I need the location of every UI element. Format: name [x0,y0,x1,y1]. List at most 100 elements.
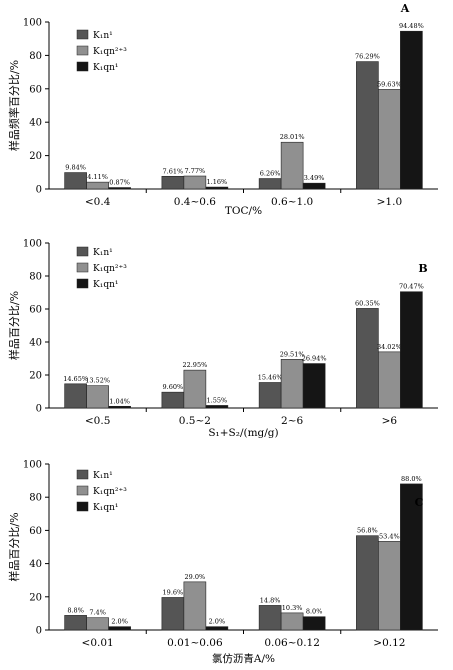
bar [205,405,229,409]
data-label: 14.8% [260,596,281,604]
data-label: 2.0% [209,618,226,626]
legend-label: K₁qn²⁺³ [93,47,127,57]
legend-label: K₁n¹ [93,471,113,481]
bar [378,351,401,409]
x-axis-title: 氯仿沥青A/% [212,652,275,665]
y-tick-label: 60 [29,526,42,537]
data-label: 8.0% [306,608,323,616]
legend-swatch [76,45,89,56]
legend-label: K₁n¹ [93,248,113,258]
legend-swatch [76,501,89,512]
bar [64,615,87,631]
chart-panel-A: 0 20 40 60 80 100 <0.4 9.84%4.11%0.87% 0.4~0.6 7.… [7,2,438,217]
legend-swatch [76,246,89,257]
bar [161,175,185,190]
bar [161,391,185,409]
data-label: 26.94% [302,355,327,363]
x-category-label: <0.01 [82,637,114,649]
x-category-label: <0.4 [85,196,111,208]
x-category-label: 0.6~1.0 [271,196,313,208]
bar [302,363,326,409]
data-label: 88.0% [401,475,422,483]
data-label: 60.35% [355,299,380,307]
x-category-label: <0.5 [85,415,111,427]
chart-panel-C: 0 20 40 60 80 100 <0.01 8.8% 7.4% 2.0% 0.01~0.06 19… [7,460,438,665]
chart-panel-B: 0 20 40 60 80 100 <0.5 14.65%13.52% 1.04% 0.5~2 9.… [7,239,438,439]
legend-label: K₁qn²⁺³ [93,487,127,497]
bar [400,483,423,631]
y-tick-label: 40 [29,338,42,349]
legend-label: K₁qn¹ [93,63,119,73]
bar [86,617,109,631]
x-category-label: 2~6 [281,415,303,427]
x-category-label: 0.4~0.6 [174,196,217,208]
x-category-label: >6 [382,415,398,427]
data-label: 7.77% [185,167,206,175]
legend-label: K₁qn²⁺³ [93,264,127,274]
data-label: 56.8% [357,527,378,535]
legend-label: K₁n¹ [93,31,113,41]
data-label: 1.16% [207,178,228,186]
data-label: 10.3% [282,604,303,612]
bar [356,308,379,409]
y-tick-label: 20 [29,592,42,603]
data-label: 28.01% [280,133,305,141]
bar [183,581,207,631]
y-tick-label: 80 [29,272,42,283]
y-axis-title: 样品百分比/% [7,291,21,360]
x-axis-title: TOC/% [225,205,262,217]
legend-label: K₁qn¹ [93,280,119,290]
data-label: 7.61% [163,167,184,175]
y-tick-label: 40 [29,118,42,129]
data-label: 2.0% [111,618,128,626]
legend-label: K₁qn¹ [93,503,119,513]
y-axis-title: 样品频率百分比/% [7,60,21,151]
x-category-label: >1.0 [377,196,403,208]
bar [302,616,326,631]
data-label: 53.4% [379,532,400,540]
y-tick-label: 100 [23,18,42,29]
y-axis-title: 样品百分比/% [7,512,21,581]
bar [86,181,109,190]
y-tick-label: 100 [23,460,42,471]
y-tick-label: 80 [29,493,42,504]
data-label: 4.11% [87,173,108,181]
data-label: 29.51% [280,350,305,358]
data-label: 6.26% [260,170,281,178]
y-tick-label: 20 [29,371,42,382]
data-label: 19.6% [163,588,184,596]
legend-swatch [76,485,89,496]
data-label: 1.55% [207,396,228,404]
x-category-label: >0.12 [373,637,405,649]
x-category-label: 0.06~0.12 [264,637,320,649]
data-label: 94.48% [399,22,424,30]
bar [108,626,131,631]
data-label: 3.49% [304,174,325,182]
x-category-label: 0.5~2 [179,415,211,427]
bar [205,186,229,190]
bar [356,61,379,190]
bar [183,175,207,190]
x-axis-title: S₁+S₂/(mg/g) [208,427,278,439]
data-label: 70.47% [399,283,424,291]
data-label: 9.84% [65,164,86,172]
panel-label: B [418,262,427,275]
bar [280,141,304,190]
bar [64,383,87,409]
y-tick-label: 80 [29,51,42,62]
bar [258,605,282,631]
data-label: 1.04% [109,397,130,405]
bar [400,291,423,409]
data-label: 29.0% [185,573,206,581]
bar [356,535,379,631]
y-tick-label: 100 [23,239,42,250]
bar [86,385,109,409]
y-tick-label: 20 [29,151,42,162]
data-label: 76.29% [355,53,380,61]
data-label: 14.65% [63,375,88,383]
y-tick-label: 0 [36,404,42,415]
bar [280,359,304,409]
y-tick-label: 40 [29,559,42,570]
y-tick-label: 60 [29,84,42,95]
